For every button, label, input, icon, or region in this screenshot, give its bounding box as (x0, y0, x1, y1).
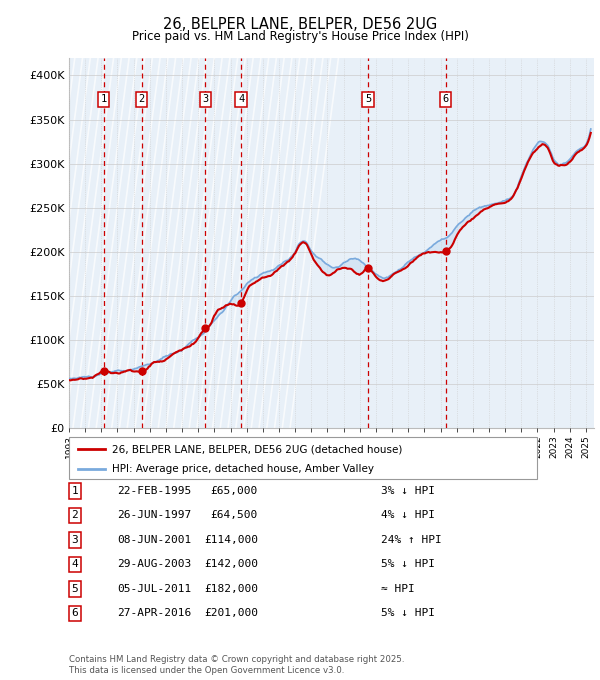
Text: 5% ↓ HPI: 5% ↓ HPI (381, 560, 435, 569)
Text: 26, BELPER LANE, BELPER, DE56 2UG (detached house): 26, BELPER LANE, BELPER, DE56 2UG (detac… (112, 444, 403, 454)
Text: 6: 6 (443, 95, 449, 104)
Text: Price paid vs. HM Land Registry's House Price Index (HPI): Price paid vs. HM Land Registry's House … (131, 30, 469, 44)
Text: 4% ↓ HPI: 4% ↓ HPI (381, 511, 435, 520)
Text: 5: 5 (365, 95, 371, 104)
Text: £114,000: £114,000 (204, 535, 258, 545)
Text: 1: 1 (71, 486, 79, 496)
Text: £201,000: £201,000 (204, 609, 258, 618)
Text: 29-AUG-2003: 29-AUG-2003 (117, 560, 191, 569)
Text: 2: 2 (71, 511, 79, 520)
Text: 08-JUN-2001: 08-JUN-2001 (117, 535, 191, 545)
Text: 26, BELPER LANE, BELPER, DE56 2UG: 26, BELPER LANE, BELPER, DE56 2UG (163, 17, 437, 32)
Text: 3: 3 (202, 95, 208, 104)
Text: 3% ↓ HPI: 3% ↓ HPI (381, 486, 435, 496)
Text: 5% ↓ HPI: 5% ↓ HPI (381, 609, 435, 618)
Text: 2: 2 (139, 95, 145, 104)
Text: Contains HM Land Registry data © Crown copyright and database right 2025.
This d: Contains HM Land Registry data © Crown c… (69, 655, 404, 675)
Text: 3: 3 (71, 535, 79, 545)
Text: £142,000: £142,000 (204, 560, 258, 569)
Text: ≈ HPI: ≈ HPI (381, 584, 415, 594)
Text: 05-JUL-2011: 05-JUL-2011 (117, 584, 191, 594)
Text: £64,500: £64,500 (211, 511, 258, 520)
Text: 6: 6 (71, 609, 79, 618)
Text: 4: 4 (238, 95, 244, 104)
Text: 26-JUN-1997: 26-JUN-1997 (117, 511, 191, 520)
Text: 22-FEB-1995: 22-FEB-1995 (117, 486, 191, 496)
Text: 24% ↑ HPI: 24% ↑ HPI (381, 535, 442, 545)
Text: £182,000: £182,000 (204, 584, 258, 594)
Text: £65,000: £65,000 (211, 486, 258, 496)
Text: 4: 4 (71, 560, 79, 569)
Text: 5: 5 (71, 584, 79, 594)
Text: 1: 1 (100, 95, 107, 104)
Text: HPI: Average price, detached house, Amber Valley: HPI: Average price, detached house, Ambe… (112, 464, 374, 474)
Text: 27-APR-2016: 27-APR-2016 (117, 609, 191, 618)
